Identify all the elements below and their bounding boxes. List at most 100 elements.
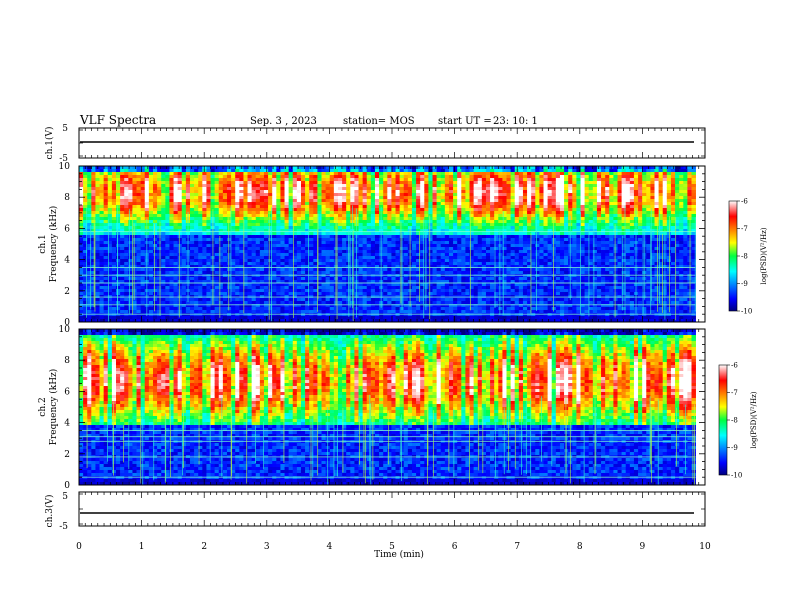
spectrogram-cell <box>387 319 392 323</box>
spectrogram-cell <box>313 232 318 236</box>
spectrogram-cell <box>83 235 88 239</box>
spectrogram-cell <box>337 256 343 260</box>
spectrogram-cell <box>280 313 285 317</box>
spectrogram-cell <box>268 235 273 239</box>
spectrogram-cell <box>300 316 306 320</box>
spectrogram-cell <box>95 241 100 245</box>
spectrogram-cell <box>337 268 343 272</box>
spectrogram-cell <box>79 307 84 311</box>
spectrogram-cell <box>79 181 84 185</box>
spectrogram-cell <box>111 229 117 233</box>
spectrogram-cell <box>148 187 154 191</box>
spectrogram-cell <box>177 172 183 176</box>
spectrogram-cell <box>140 307 146 311</box>
spectrogram-cell <box>235 274 240 278</box>
spectrogram-cell <box>231 169 236 173</box>
spectrogram-cell <box>132 274 137 278</box>
spectrogram-cell <box>198 277 203 281</box>
spectrogram-cell <box>181 181 187 185</box>
spectrogram-cell <box>387 253 392 257</box>
spectrogram-cell <box>239 190 244 194</box>
spectrogram-cell <box>181 265 187 269</box>
spectrogram-cell <box>202 247 207 251</box>
spectrogram-cell <box>420 205 425 209</box>
spectrogram-cell <box>124 172 129 176</box>
spectrogram-cell <box>83 256 88 260</box>
spectrogram-cell <box>165 244 170 248</box>
spectrogram-cell <box>321 253 326 257</box>
spectrogram-cell <box>296 271 302 275</box>
spectrogram-cell <box>325 193 331 197</box>
spectrogram-cell <box>239 226 244 230</box>
spectrogram-cell <box>325 229 331 233</box>
spectrogram-cell <box>436 250 442 254</box>
spectrogram-cell <box>280 187 285 191</box>
spectrogram-cell <box>95 199 100 203</box>
spectrogram-cell <box>370 301 376 305</box>
spectrogram-cell <box>317 319 322 323</box>
spectrogram-cell <box>206 307 211 311</box>
spectrogram-cell <box>313 208 318 212</box>
spectrogram-cell <box>416 166 421 170</box>
spectrogram-cell <box>325 223 331 227</box>
spectrogram-cell <box>128 199 133 203</box>
spectrogram-cell <box>300 259 306 263</box>
spectrogram-cell <box>284 166 289 170</box>
spectrogram-cell <box>177 253 183 257</box>
spectrogram-cell <box>292 301 298 305</box>
spectrogram-cell <box>124 253 129 257</box>
spectrogram-cell <box>231 172 236 176</box>
spectrogram-cell <box>440 214 446 218</box>
spectrogram-cell <box>226 262 232 266</box>
spectrogram-cell <box>140 196 146 200</box>
spectrogram-cell <box>399 211 405 215</box>
spectrogram-cell <box>358 196 363 200</box>
spectrogram-cell <box>374 256 380 260</box>
spectrogram-cell <box>120 217 125 221</box>
spectrogram-cell <box>226 208 232 212</box>
spectrogram-cell <box>218 313 224 317</box>
spectrogram-cell <box>185 184 191 188</box>
spectrogram-cell <box>124 217 129 221</box>
spectrogram-cell <box>321 319 326 323</box>
spectrogram-cell <box>370 244 376 248</box>
spectrogram-cell <box>370 304 376 308</box>
spectrogram-cell <box>387 310 392 314</box>
spectrogram-cell <box>350 310 355 314</box>
spectrogram-cell <box>272 190 277 194</box>
spectrogram-cell <box>362 265 368 269</box>
spectrogram-cell <box>83 316 88 320</box>
spectrogram-cell <box>202 289 207 293</box>
spectrogram-cell <box>395 238 400 242</box>
spectrogram-cell <box>280 196 285 200</box>
spectrogram-cell <box>99 253 105 257</box>
spectrogram-cell <box>111 172 117 176</box>
spectrogram-cell <box>235 307 240 311</box>
spectrogram-cell <box>231 259 236 263</box>
spectrogram-cell <box>210 169 215 173</box>
spectrogram-cell <box>280 277 285 281</box>
spectrogram-cell <box>194 196 199 200</box>
spectrogram-cell <box>251 313 257 317</box>
spectrogram-cell <box>444 205 450 209</box>
spectrogram-cell <box>235 169 240 173</box>
spectrogram-cell <box>83 298 88 302</box>
spectrogram-cell <box>165 166 170 170</box>
spectrogram-cell <box>391 292 396 296</box>
spectrogram-cell <box>395 274 400 278</box>
spectrogram-cell <box>342 181 347 185</box>
spectrogram-cell <box>103 301 109 305</box>
spectrogram-cell <box>325 268 331 272</box>
spectrogram-cell <box>243 316 248 320</box>
spectrogram-cell <box>329 211 335 215</box>
spectrogram-cell <box>300 175 306 179</box>
spectrogram-cell <box>202 169 207 173</box>
spectrogram-cell <box>436 256 442 260</box>
spectrogram-cell <box>420 190 425 194</box>
spectrogram-cell <box>276 214 281 218</box>
spectrogram-cell <box>300 232 306 236</box>
spectrogram-cell <box>350 184 355 188</box>
spectrogram-cell <box>231 223 236 227</box>
spectrogram-cell <box>309 313 314 317</box>
spectrogram-cell <box>140 199 146 203</box>
